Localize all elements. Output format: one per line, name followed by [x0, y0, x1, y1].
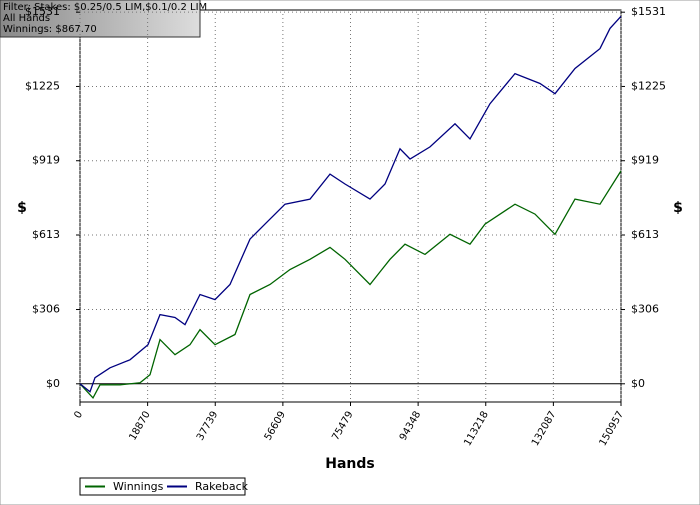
y2-tick-label: $1531	[631, 5, 666, 18]
x-axis-title: Hands	[325, 456, 375, 472]
y-tick-label: $0	[46, 377, 60, 390]
legend-label: Rakeback	[195, 480, 249, 493]
y-tick-label: $1225	[25, 79, 60, 92]
filter-line: All Hands	[3, 13, 50, 24]
y-tick-label: $306	[32, 303, 60, 316]
filter-box	[0, 0, 201, 38]
y2-axis-title: $	[673, 200, 683, 216]
x-tick-label: 0	[72, 410, 85, 421]
y2-tick-label: $0	[631, 377, 645, 390]
y2-tick-label: $1225	[631, 79, 666, 92]
y-tick-label: $1531	[25, 5, 60, 18]
y2-tick-label: $306	[631, 303, 659, 316]
series-line	[79, 170, 622, 400]
filter-line: Filter: Stakes: $0.25/0.5 LIM,$0.1/0.2 L…	[3, 2, 207, 13]
y2-tick-label: $613	[631, 228, 659, 241]
series-line	[79, 15, 622, 393]
y-axis-title: $	[17, 200, 27, 216]
y-tick-label: $919	[32, 154, 60, 167]
y-tick-label: $613	[32, 228, 60, 241]
y2-tick-label: $919	[631, 154, 659, 167]
legend-label: Winnings	[113, 480, 164, 493]
filter-line: Winnings: $867.70	[3, 24, 97, 35]
legend	[79, 477, 246, 496]
